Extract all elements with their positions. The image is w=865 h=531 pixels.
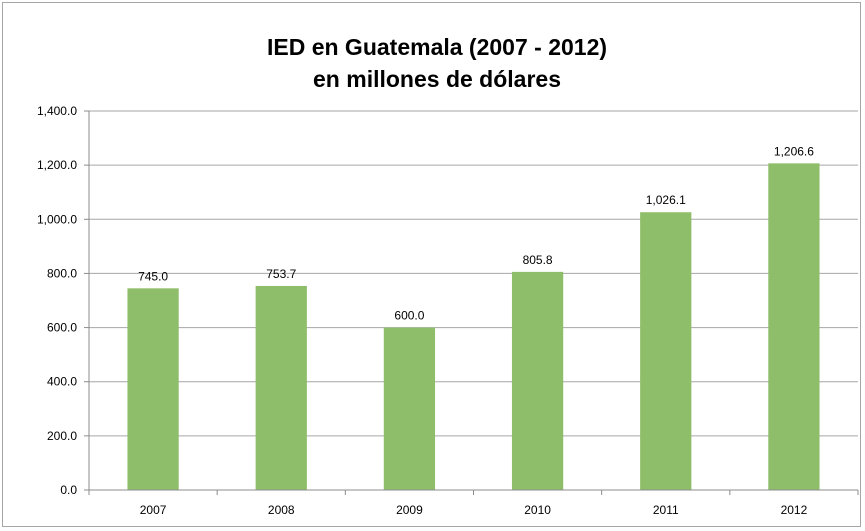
bars bbox=[127, 163, 820, 490]
x-tick-label-2011: 2011 bbox=[653, 503, 679, 517]
x-tick-label-2008: 2008 bbox=[268, 503, 295, 517]
chart-title-line-1: IED en Guatemala (2007 - 2012) bbox=[267, 34, 607, 60]
data-label-2011: 1,026.1 bbox=[646, 193, 686, 207]
y-tick-label: 1,000.0 bbox=[37, 212, 77, 226]
y-tick-label: 800.0 bbox=[47, 266, 77, 280]
axes bbox=[84, 110, 859, 495]
x-tick-label-2009: 2009 bbox=[396, 503, 423, 517]
bar-2011 bbox=[640, 212, 692, 490]
y-tick-label: 400.0 bbox=[47, 375, 77, 389]
y-tick-label: 200.0 bbox=[47, 429, 77, 443]
data-label-2010: 805.8 bbox=[523, 253, 553, 267]
bar-2009 bbox=[383, 327, 436, 490]
y-tick-label: 0.0 bbox=[60, 483, 77, 497]
bar-2012 bbox=[768, 163, 820, 490]
bar-2010 bbox=[511, 271, 564, 490]
y-tick-label: 600.0 bbox=[47, 321, 77, 335]
y-tick-label: 1,400.0 bbox=[37, 104, 77, 118]
x-axis-tick-labels: 2007 2008 2009 2010 2011 2012 bbox=[140, 503, 808, 517]
data-label-2012: 1,206.6 bbox=[774, 144, 814, 158]
gridlines bbox=[89, 110, 858, 437]
y-axis-tick-labels: 0.0 200.0 400.0 600.0 800.0 1,000.0 1,200.0 1,4… bbox=[37, 104, 77, 497]
bar-2008 bbox=[255, 285, 307, 490]
data-label-2007: 745.0 bbox=[138, 269, 168, 283]
y-tick-label: 1,200.0 bbox=[37, 158, 77, 172]
x-tick-label-2007: 2007 bbox=[140, 503, 167, 517]
x-tick-label-2010: 2010 bbox=[524, 503, 551, 517]
data-label-2008: 753.7 bbox=[266, 267, 296, 281]
bar-2007 bbox=[127, 288, 179, 490]
data-labels: 745.0 753.7 600.0 805.8 1,026.1 1,206.6 bbox=[138, 144, 814, 322]
bar-chart: IED en Guatemala (2007 - 2012) en millon… bbox=[37, 34, 859, 517]
x-tick-label-2012: 2012 bbox=[781, 503, 808, 517]
data-label-2009: 600.0 bbox=[394, 309, 424, 323]
chart-title-line-2: en millones de dólares bbox=[313, 66, 561, 92]
